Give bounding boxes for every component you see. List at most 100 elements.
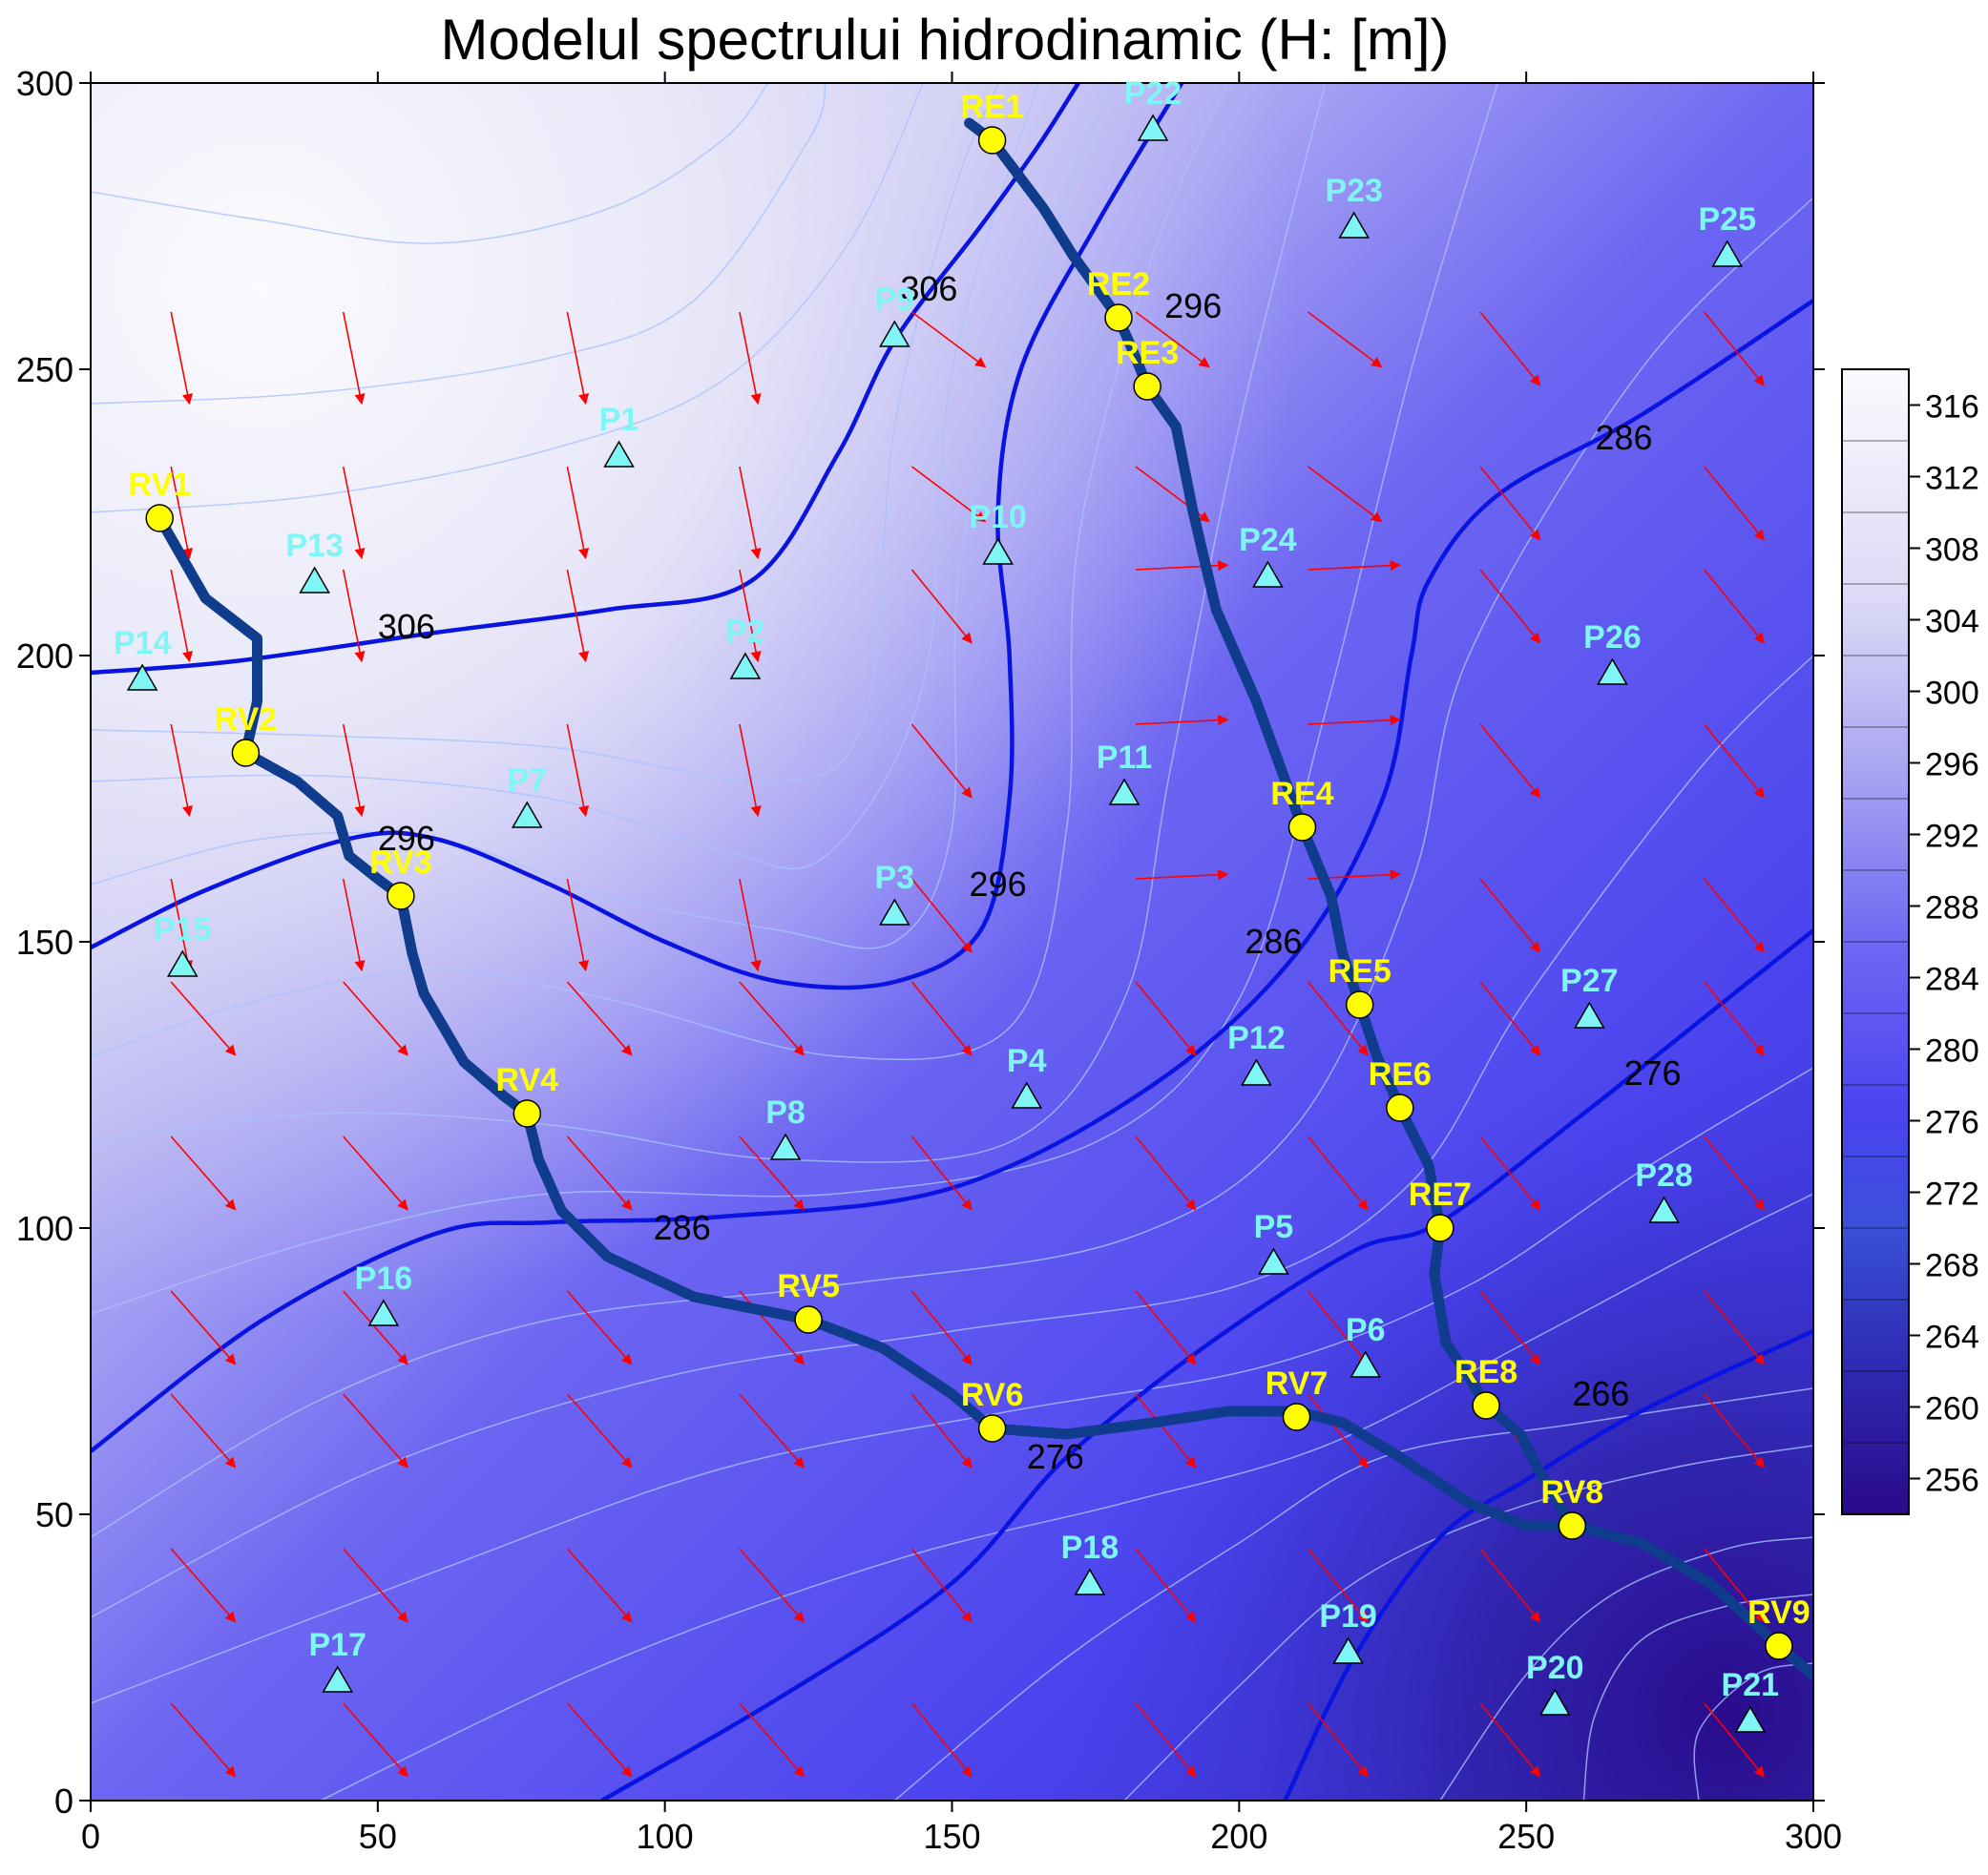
y-tick-label-250: 250 [16, 350, 73, 389]
flow-arrow [739, 1548, 806, 1623]
flow-arrow [1308, 715, 1401, 726]
minor-contour-1 [91, 83, 769, 244]
major-contour-1 [91, 83, 1080, 676]
contour-labels: 306 306 296 296 296 286 286 286 276 276 266 [378, 269, 1682, 1476]
flow-arrow [1135, 715, 1229, 726]
minor-contour-5 [91, 83, 1039, 870]
flow-arrow [1479, 981, 1541, 1056]
station-marker-RV6 [977, 1414, 1007, 1443]
flow-arrow [910, 1135, 973, 1211]
well-label-P8: P8 [765, 1094, 806, 1131]
flow-arrow [739, 311, 762, 406]
station-marker-RV4 [513, 1099, 542, 1128]
major-contour-5 [1283, 1328, 1813, 1801]
x-tick-label-0: 0 [81, 1817, 100, 1856]
flow-arrow [1479, 723, 1541, 799]
flow-arrow [566, 569, 590, 663]
well-label-P19: P19 [1319, 1598, 1377, 1635]
flow-arrow [1307, 1393, 1369, 1469]
station-marker-RV9 [1765, 1632, 1793, 1660]
well-label-P1: P1 [599, 402, 639, 438]
minor-contour-12 [91, 1067, 1813, 1704]
contour-label-276: 276 [1623, 1053, 1681, 1093]
colorbar-label-308: 308 [1925, 532, 1979, 569]
station-marker-RE1 [977, 126, 1007, 155]
station-label-RV5: RV5 [777, 1268, 840, 1304]
station-marker-RE5 [1345, 990, 1374, 1019]
flow-arrow [566, 1548, 633, 1623]
station-marker-RE2 [1104, 303, 1133, 332]
flow-arrow [1479, 311, 1541, 386]
flow-arrow [910, 1702, 973, 1778]
y-tick-label-50: 50 [35, 1495, 73, 1534]
minor-contour-16 [1439, 1536, 1813, 1801]
minor-contour-11 [91, 655, 1813, 1618]
minor-contour-15 [1123, 1445, 1813, 1801]
flow-arrow [739, 569, 762, 663]
minor-contour-7 [91, 83, 1228, 1061]
minor-contour-17 [1582, 1594, 1813, 1801]
well-label-P18: P18 [1061, 1530, 1120, 1566]
flow-arrow [1704, 878, 1766, 953]
colorbar-label-268: 268 [1925, 1248, 1979, 1284]
well-label-P7: P7 [508, 762, 548, 799]
station-label-RV7: RV7 [1266, 1365, 1329, 1402]
flow-arrow [566, 981, 633, 1056]
well-marker-P26 [1597, 657, 1628, 685]
major-contour-2 [91, 83, 1184, 990]
colorbar-label-316: 316 [1925, 389, 1979, 426]
minor-contour-3 [91, 83, 925, 513]
flow-arrow [342, 311, 366, 406]
well-label-P28: P28 [1635, 1157, 1693, 1194]
station-marker-RV5 [794, 1305, 823, 1334]
flow-arrow [566, 878, 590, 972]
station-marker-RV2 [231, 739, 261, 767]
flow-arrow [566, 311, 590, 406]
well-marker-P23 [1338, 211, 1370, 239]
well-label-P3: P3 [875, 860, 915, 896]
minor-contour-18 [1693, 1662, 1813, 1801]
well-marker-P19 [1332, 1636, 1364, 1664]
flow-arrow [739, 981, 806, 1056]
y-tick-label-150: 150 [16, 923, 73, 962]
well-label-P5: P5 [1254, 1209, 1294, 1245]
flow-arrow [1704, 1290, 1766, 1365]
minor-contour-10 [91, 197, 1813, 1538]
flow-arrow [739, 1393, 806, 1469]
colorbar-label-256: 256 [1925, 1463, 1979, 1499]
minor-contour-lines [91, 83, 1813, 1801]
colorbar-label-304: 304 [1925, 604, 1979, 640]
flow-arrow [1135, 869, 1229, 881]
x-tick-label-250: 250 [1497, 1817, 1555, 1856]
contour-label-276: 276 [1027, 1437, 1084, 1476]
station-label-RV2: RV2 [215, 701, 278, 738]
well-marker-P14 [126, 663, 158, 691]
well-marker-P16 [367, 1299, 400, 1326]
flow-arrow [343, 1393, 408, 1469]
station-marker-RV3 [387, 882, 415, 910]
flow-arrow [1135, 981, 1197, 1056]
station-label-RE2: RE2 [1087, 266, 1150, 302]
well-label-P17: P17 [308, 1627, 366, 1663]
flow-arrow [170, 878, 194, 972]
flow-arrow [566, 723, 590, 818]
flow-arrow [342, 569, 366, 663]
contour-label-296: 296 [378, 819, 435, 858]
flow-arrow [1135, 1548, 1197, 1623]
station-label-RV3: RV3 [369, 844, 432, 881]
station-label-RE6: RE6 [1369, 1056, 1432, 1093]
well-marker-P5 [1258, 1247, 1289, 1275]
chart-title: Modelul spectrului hidrodinamic (H: [m]) [440, 8, 1449, 72]
station-label-RV6: RV6 [961, 1377, 1024, 1413]
flow-arrow [170, 569, 194, 663]
well-marker-P17 [322, 1665, 354, 1693]
flow-arrow [170, 1548, 237, 1623]
station-label-RE3: RE3 [1116, 335, 1179, 371]
colorbar-label-292: 292 [1925, 819, 1979, 855]
flow-arrow [170, 311, 194, 406]
flow-arrow [910, 1290, 973, 1365]
flow-arrow [1479, 1702, 1541, 1778]
contour-label-296: 296 [970, 865, 1027, 904]
well-label-P23: P23 [1325, 173, 1383, 209]
